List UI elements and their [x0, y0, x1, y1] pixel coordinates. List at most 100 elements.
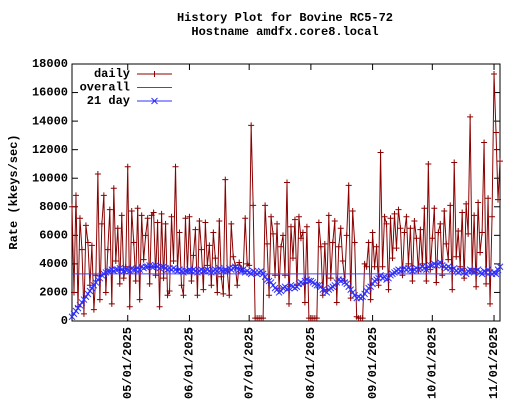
marker: [102, 289, 109, 296]
marker: [82, 293, 90, 301]
marker: [69, 203, 75, 210]
marker: [230, 253, 237, 260]
marker: [76, 215, 83, 222]
marker: [223, 267, 231, 275]
marker: [150, 209, 157, 216]
marker: [405, 260, 412, 267]
marker: [84, 239, 91, 246]
series-line: [71, 73, 501, 319]
marker: [465, 230, 472, 237]
marker: [151, 97, 158, 105]
marker: [280, 232, 287, 239]
marker: [130, 239, 137, 246]
marker: [196, 218, 203, 225]
marker: [437, 220, 444, 227]
marker: [343, 280, 351, 288]
marker: [473, 283, 480, 290]
chart-title: History Plot for Bovine RC5-72: [177, 11, 393, 25]
y-tick-label: 4000: [39, 257, 68, 271]
marker: [496, 263, 504, 271]
marker: [198, 246, 205, 253]
marker: [274, 220, 281, 227]
marker: [489, 213, 496, 220]
marker: [130, 266, 138, 273]
marker: [417, 226, 424, 233]
marker: [363, 263, 370, 270]
marker: [236, 259, 243, 266]
marker: [443, 240, 450, 247]
marker: [220, 290, 227, 297]
marker: [98, 220, 105, 227]
marker: [234, 282, 241, 289]
marker: [158, 210, 165, 217]
marker: [367, 296, 374, 303]
marker: [190, 252, 197, 259]
marker: [413, 235, 420, 242]
marker: [90, 306, 97, 313]
marker: [257, 267, 265, 275]
marker: [114, 225, 121, 232]
marker: [283, 179, 290, 186]
marker: [315, 219, 322, 226]
marker: [110, 185, 117, 192]
y-tick-label: 12000: [32, 143, 68, 157]
marker: [369, 229, 376, 236]
marker: [144, 215, 151, 222]
marker: [281, 283, 289, 291]
marker: [285, 300, 292, 307]
marker: [381, 273, 388, 281]
marker: [321, 240, 328, 247]
marker: [339, 258, 346, 265]
marker: [136, 296, 143, 303]
marker: [478, 270, 486, 278]
marker: [371, 263, 378, 270]
legend-label: daily: [94, 67, 130, 81]
marker: [481, 139, 488, 146]
marker: [70, 289, 77, 296]
marker: [451, 159, 458, 166]
marker: [216, 218, 223, 225]
marker: [142, 263, 150, 271]
marker: [188, 278, 195, 285]
marker: [493, 129, 500, 136]
x-tick-label: 09/01/2025: [366, 327, 380, 399]
marker: [345, 283, 353, 291]
marker: [146, 280, 153, 287]
marker: [491, 70, 498, 77]
marker: [278, 243, 285, 250]
y-tick-label: 18000: [32, 57, 68, 71]
marker: [88, 242, 95, 249]
marker: [266, 292, 273, 299]
marker: [471, 212, 478, 219]
marker: [457, 263, 464, 270]
marker: [68, 313, 76, 321]
marker: [305, 277, 313, 285]
marker: [124, 163, 131, 170]
marker: [151, 71, 158, 77]
marker: [204, 262, 211, 269]
marker: [429, 235, 436, 242]
marker: [333, 299, 340, 306]
marker: [100, 192, 107, 199]
marker: [459, 209, 466, 216]
marker: [333, 279, 341, 286]
marker: [435, 229, 442, 236]
marker: [349, 208, 356, 215]
marker: [287, 223, 294, 230]
marker: [86, 287, 94, 295]
marker: [156, 303, 163, 310]
marker: [345, 182, 352, 189]
marker: [78, 246, 85, 253]
marker: [76, 301, 84, 309]
marker: [104, 246, 111, 253]
plot-border: [71, 63, 501, 322]
chart-subtitle: Hostname amdfx.core8.local: [191, 25, 378, 39]
marker: [282, 272, 289, 279]
y-tick-label: 8000: [39, 200, 68, 214]
marker: [273, 286, 281, 293]
marker: [359, 293, 366, 301]
marker: [327, 275, 334, 282]
marker: [449, 286, 456, 293]
marker: [395, 206, 402, 213]
marker: [389, 255, 396, 262]
